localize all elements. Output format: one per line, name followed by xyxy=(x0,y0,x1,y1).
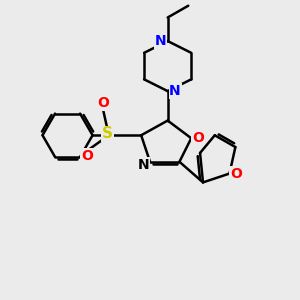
Text: O: O xyxy=(97,96,109,110)
Text: N: N xyxy=(154,34,166,48)
Text: O: O xyxy=(192,131,204,145)
Text: O: O xyxy=(81,149,93,163)
Text: O: O xyxy=(230,167,242,181)
Text: S: S xyxy=(102,126,113,141)
Text: N: N xyxy=(138,158,149,172)
Text: N: N xyxy=(169,84,181,98)
